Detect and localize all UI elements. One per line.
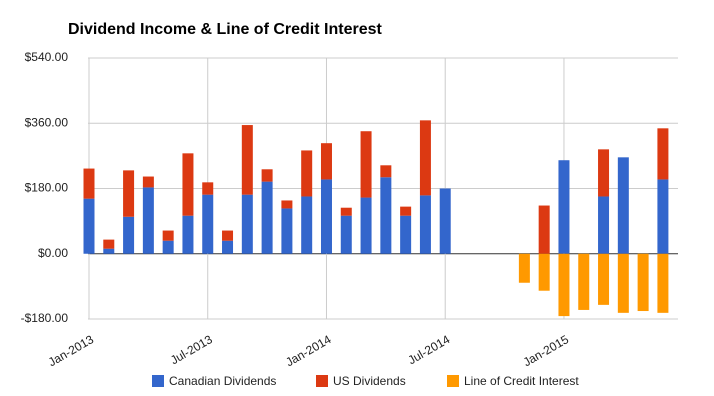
bar [202, 194, 214, 254]
bar [360, 131, 372, 198]
bar [360, 197, 372, 254]
bar [617, 157, 629, 254]
legend-swatch [316, 375, 328, 387]
bar [419, 120, 431, 196]
bar [657, 128, 669, 180]
bar [637, 253, 649, 312]
bar [241, 125, 253, 195]
legend-label: Line of Credit Interest [464, 374, 579, 388]
bar [261, 181, 273, 254]
bar [182, 215, 194, 254]
bar [202, 182, 214, 195]
bar [162, 240, 174, 254]
y-tick-label: $360.00 [25, 115, 69, 129]
bar [83, 168, 95, 199]
bar [241, 194, 253, 254]
bar [103, 248, 115, 254]
bar [182, 153, 194, 216]
x-tick-label: Jan-2013 [46, 332, 97, 369]
bar [400, 215, 412, 254]
y-tick-label: -$180.00 [21, 311, 69, 325]
bar [598, 253, 610, 305]
bar [558, 253, 570, 317]
bar [380, 165, 392, 178]
bar [83, 198, 95, 254]
bar [261, 169, 273, 182]
x-tick-label: Jan-2014 [283, 332, 334, 369]
bar [617, 253, 629, 313]
bar [222, 230, 234, 241]
bar [281, 208, 293, 254]
bar [281, 200, 293, 209]
bar [340, 207, 352, 216]
bar [142, 187, 154, 254]
legend-swatch [152, 375, 164, 387]
bar [558, 160, 570, 254]
bar [657, 179, 669, 254]
bar [380, 177, 392, 254]
bar [301, 196, 313, 254]
bar [657, 253, 669, 313]
bar [142, 176, 154, 188]
bar [320, 179, 332, 254]
bar [598, 149, 610, 197]
x-tick-label: Jul-2013 [168, 332, 215, 367]
bar [538, 205, 550, 254]
bar [419, 195, 431, 254]
bar [400, 206, 412, 216]
bar [123, 170, 135, 217]
x-tick-label: Jul-2014 [405, 332, 452, 367]
chart-title: Dividend Income & Line of Credit Interes… [68, 21, 382, 38]
legend-label: Canadian Dividends [169, 374, 276, 388]
bar [518, 253, 530, 283]
legend-swatch [447, 375, 459, 387]
y-tick-label: $180.00 [25, 181, 69, 195]
legend-label: US Dividends [333, 374, 406, 388]
bar [578, 253, 590, 310]
bar [538, 253, 550, 291]
bar [123, 216, 135, 254]
bar [340, 215, 352, 254]
bar [162, 230, 174, 241]
bar [222, 240, 234, 254]
bar [598, 196, 610, 254]
bar [103, 239, 115, 249]
x-tick-label: Jan-2015 [521, 332, 572, 369]
y-tick-label: $540.00 [25, 50, 69, 64]
y-tick-label: $0.00 [38, 246, 68, 260]
bar [301, 150, 313, 197]
bar [439, 188, 451, 254]
bar [320, 143, 332, 180]
